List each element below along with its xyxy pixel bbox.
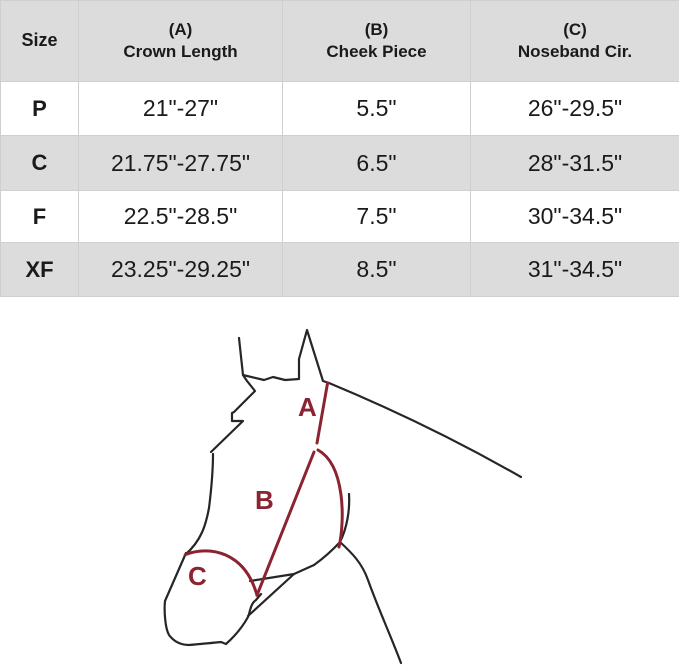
svg-text:B: B <box>255 485 274 515</box>
svg-text:C: C <box>188 561 207 591</box>
svg-text:A: A <box>298 392 317 422</box>
